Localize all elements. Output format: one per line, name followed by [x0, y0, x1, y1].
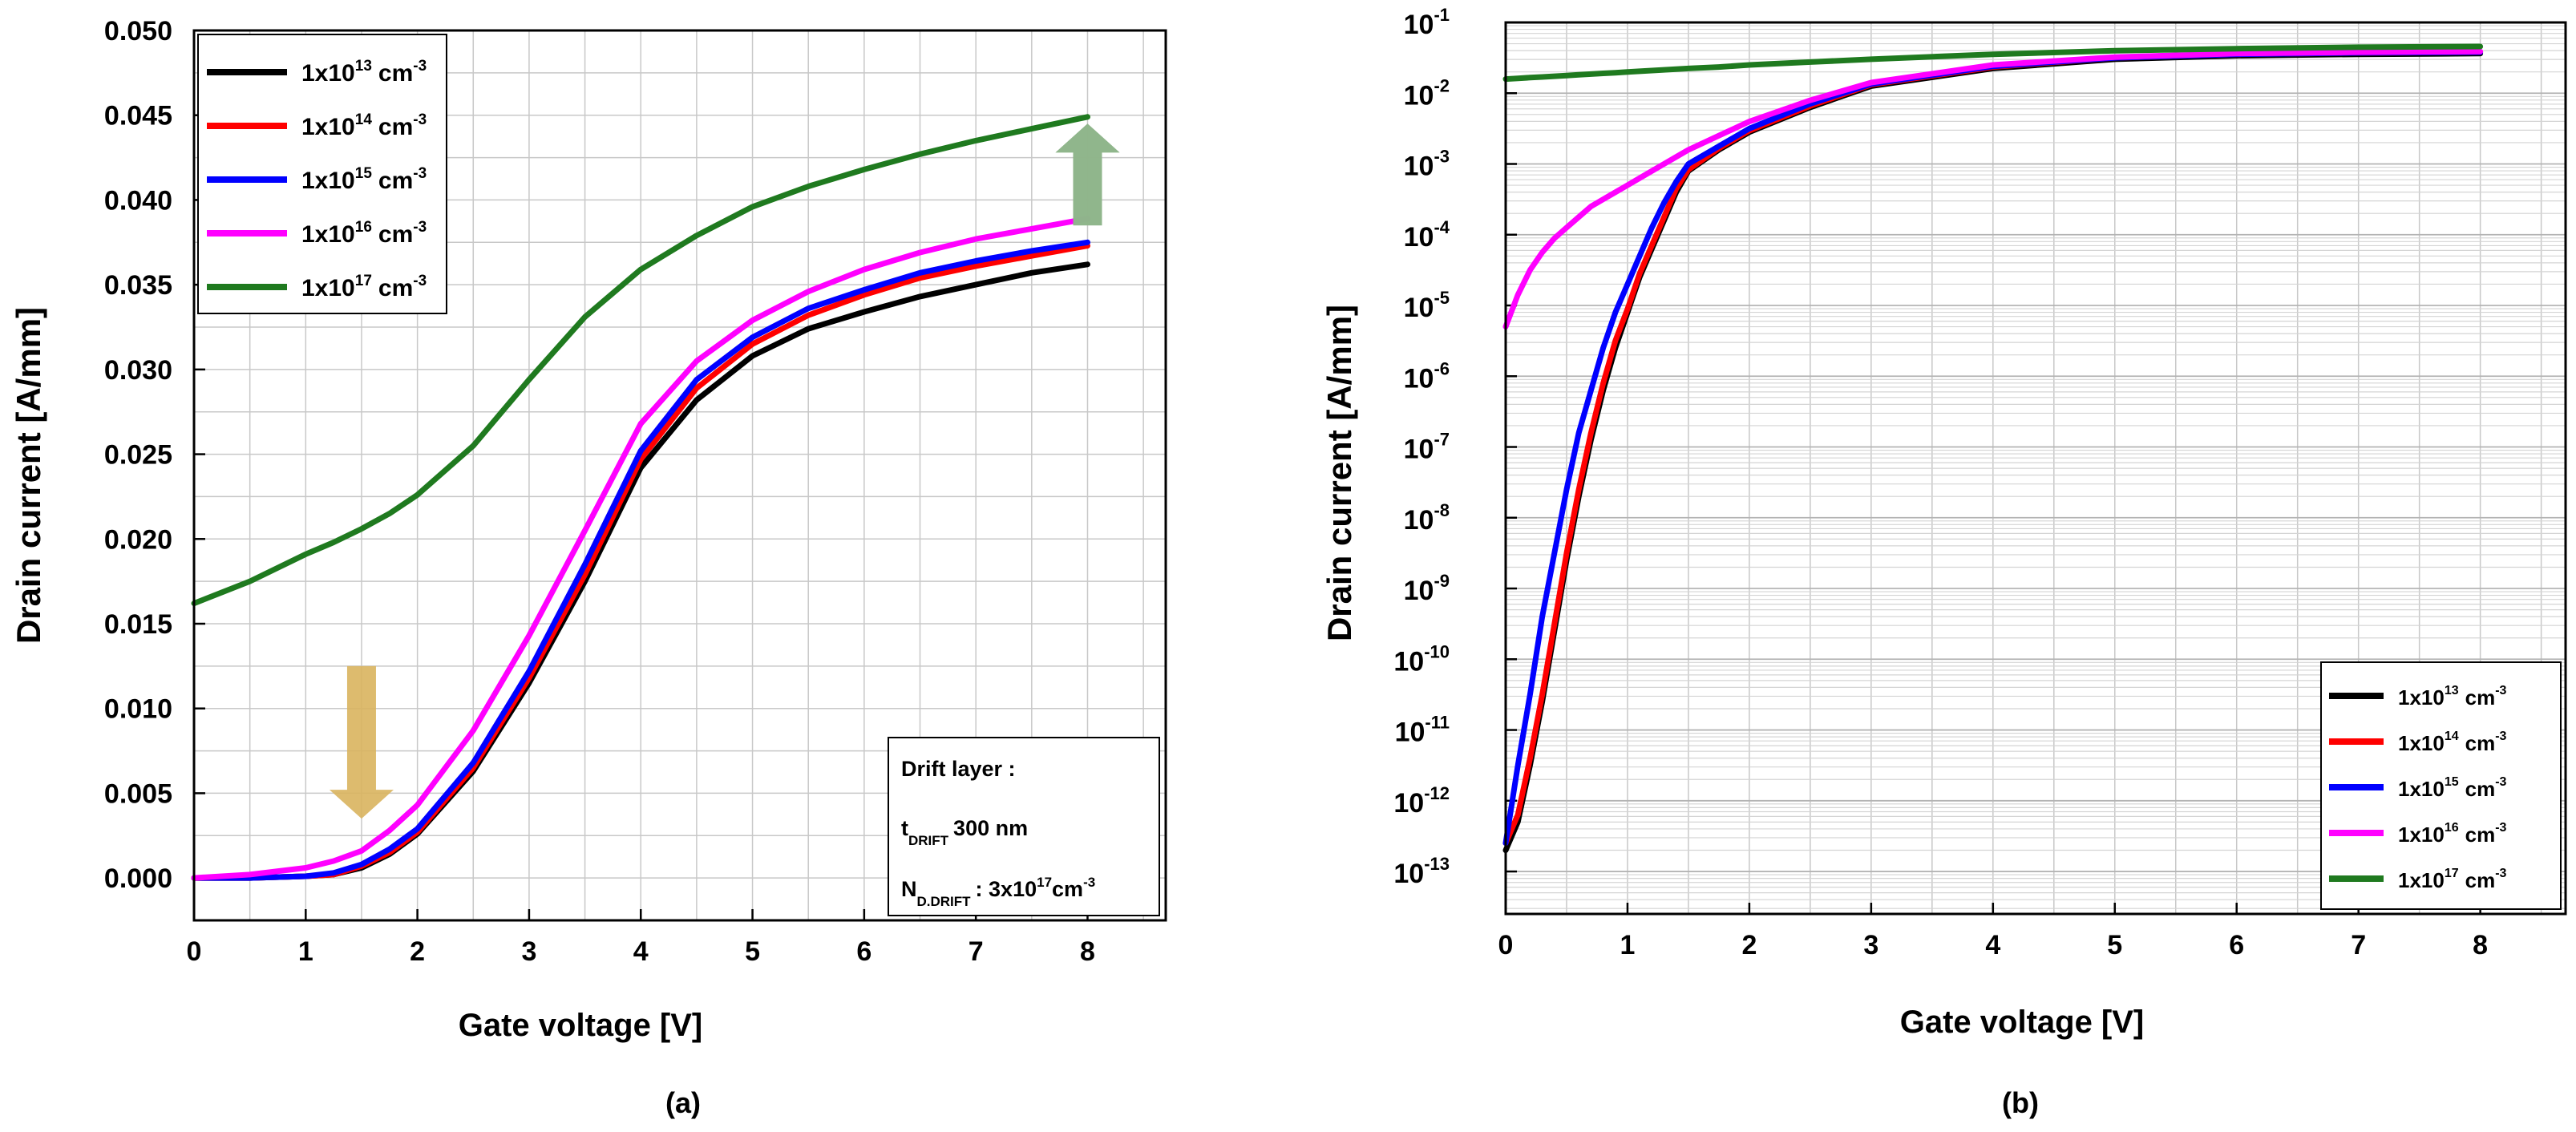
- legend-label-1e17: 1x1017 cm-3: [301, 273, 427, 301]
- y-tick-label: 10-6: [1404, 358, 1450, 394]
- annotation-doping: ND.DRIFT: 3x1017cm-3: [901, 875, 1095, 909]
- x-tick-label: 0: [1498, 930, 1514, 960]
- y-tick-label: 10-10: [1393, 641, 1450, 677]
- y-tick-label: 10-9: [1404, 571, 1450, 606]
- y-tick-label: 10-4: [1404, 217, 1450, 253]
- x-tick-label: 4: [1985, 930, 2000, 960]
- x-tick-labels: 0 1 2 3 4 5 6 7 8: [1498, 930, 2489, 960]
- x-tick-label: 8: [1080, 936, 1095, 967]
- x-tick-label: 3: [1863, 930, 1878, 960]
- legend-label-1e15: 1x1015 cm-3: [301, 165, 427, 194]
- plot-frame: [192, 29, 1167, 922]
- series-lines: [191, 114, 1090, 881]
- y-tick-label: 10-13: [1393, 854, 1450, 889]
- y-tick-label: 0.030: [104, 355, 172, 386]
- y-tick-label: 10-1: [1404, 5, 1450, 40]
- series-line-1e16: [1502, 48, 2484, 329]
- arrow-down-icon: [329, 665, 394, 819]
- x-tick-label: 6: [2229, 930, 2244, 960]
- y-axis-label: Drain current [A/mm]: [10, 307, 47, 644]
- arrows: [329, 123, 1120, 819]
- drift-layer-annotation: Drift layer : tDRIFT300 nm ND.DRIFT: 3x1…: [888, 737, 1160, 916]
- x-tick-label: 0: [187, 936, 202, 967]
- x-axis-label: Gate voltage [V]: [459, 1008, 703, 1043]
- y-tick-label: 10-12: [1393, 783, 1450, 819]
- legend-label-1e14: 1x1014 cm-3: [301, 111, 427, 140]
- y-tick-label: 10-7: [1404, 430, 1450, 465]
- x-tick-label: 5: [745, 936, 760, 967]
- x-tick-label: 2: [410, 936, 425, 967]
- legend-label-1e16: 1x1016 cm-3: [2398, 821, 2507, 847]
- legend-label-1e13: 1x1013 cm-3: [301, 58, 427, 87]
- legend: 1x1013 cm-3 1x1014 cm-3 1x1015 cm-3 1x1016 cm-3…: [2320, 661, 2562, 910]
- legend-label-1e14: 1x1014 cm-3: [2398, 730, 2507, 755]
- legend-label-1e16: 1x1016 cm-3: [301, 219, 427, 248]
- y-tick-label: 0.015: [104, 609, 172, 640]
- x-tick-label: 5: [2107, 930, 2122, 960]
- y-tick-label: 0.040: [104, 185, 172, 216]
- y-tick-label: 0.005: [104, 778, 172, 809]
- plot-frame: [1504, 21, 2567, 916]
- y-tick-label: 10-8: [1404, 500, 1450, 536]
- annotation-thickness: tDRIFT300 nm: [901, 816, 1028, 848]
- x-tick-label: 7: [969, 936, 984, 967]
- x-tick-label: 4: [633, 936, 649, 967]
- x-tick-label: 6: [856, 936, 871, 967]
- x-tick-label: 7: [2351, 930, 2366, 960]
- legend-box: [197, 34, 447, 314]
- y-tick-label: 10-2: [1404, 75, 1450, 111]
- annotation-title: Drift layer :: [901, 757, 1016, 781]
- x-tick-label: 2: [1741, 930, 1757, 960]
- x-tick-label: 8: [2473, 930, 2488, 960]
- series-line-1e17: [191, 114, 1090, 607]
- y-tick-labels: 0.000 0.005 0.010 0.015 0.020 0.025 0.030 0.035…: [104, 16, 172, 894]
- y-tick-label: 0.025: [104, 440, 172, 471]
- legend-label-1e13: 1x1013 cm-3: [2398, 684, 2507, 710]
- legend-label-1e15: 1x1015 cm-3: [2398, 775, 2507, 801]
- series-line-1e16: [191, 216, 1090, 881]
- panel-caption: (b): [2002, 1086, 2039, 1119]
- x-tick-label: 3: [521, 936, 536, 967]
- y-tick-label: 0.000: [104, 863, 172, 894]
- y-axis-label: Drain current [A/mm]: [1320, 305, 1358, 641]
- y-tick-labels: 10-1 10-2 10-3 10-4 10-5 10-6 10-7 10-8 10-9 10-1…: [1393, 5, 1450, 889]
- y-tick-label: 0.045: [104, 101, 172, 131]
- legend: 1x1013 cm-3 1x1014 cm-3 1x1015 cm-3 1x1016 cm-3…: [197, 34, 447, 314]
- y-tick-label: 0.050: [104, 16, 172, 46]
- x-tick-labels: 0 1 2 3 4 5 6 7 8: [187, 936, 1095, 967]
- x-tick-label: 1: [298, 936, 313, 967]
- y-tick-label: 0.035: [104, 270, 172, 301]
- panel-caption: (a): [665, 1086, 701, 1119]
- panel-a: 0.000 0.005 0.010 0.015 0.020 0.025 0.030 0.035…: [10, 16, 1167, 1119]
- y-tick-label: 10-5: [1404, 288, 1450, 323]
- x-axis-label: Gate voltage [V]: [1900, 1005, 2145, 1040]
- series-line-1e17: [1502, 43, 2484, 83]
- annotation-box: [888, 737, 1160, 916]
- y-tick-label: 0.020: [104, 524, 172, 555]
- arrow-up-icon: [1055, 123, 1120, 226]
- x-tick-label: 1: [1620, 930, 1635, 960]
- legend-label-1e17: 1x1017 cm-3: [2398, 867, 2507, 892]
- series-line-1e15: [191, 239, 1090, 881]
- y-tick-label: 10-3: [1404, 147, 1450, 182]
- y-tick-label: 10-11: [1395, 713, 1450, 748]
- panel-b: 10-1 10-2 10-3 10-4 10-5 10-6 10-7 10-8 10-9 10-1…: [1320, 5, 2567, 1119]
- series-lines: [1502, 43, 2484, 854]
- y-tick-label: 0.010: [104, 694, 172, 725]
